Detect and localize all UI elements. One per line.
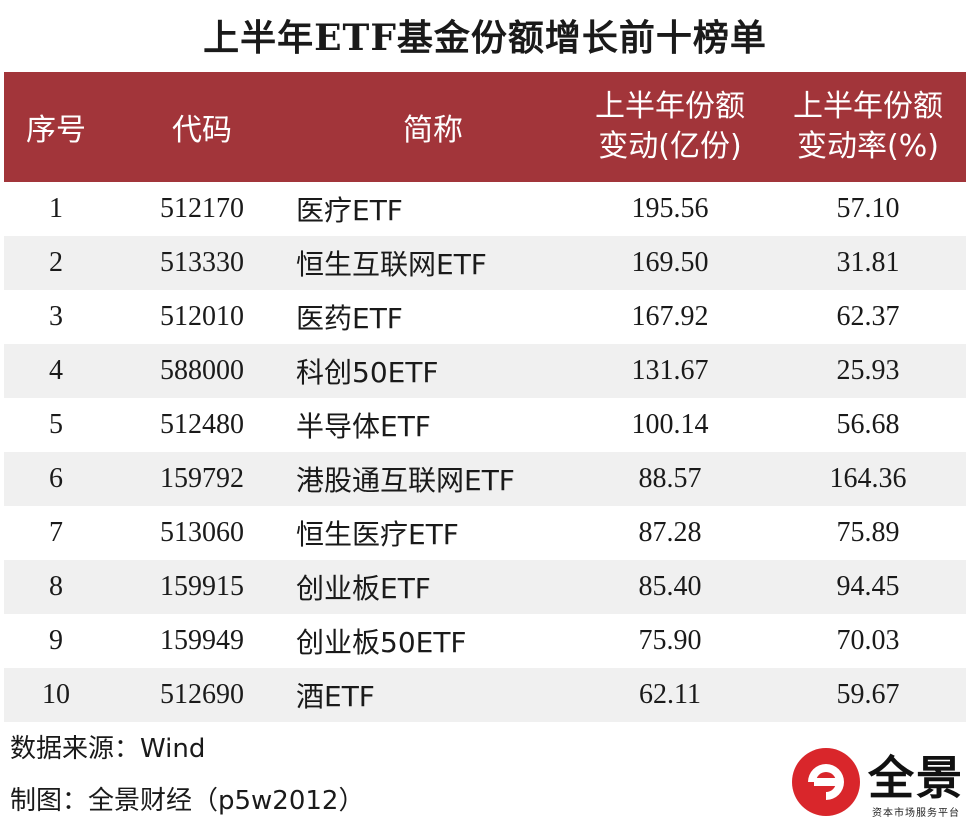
- header-name: 简称: [403, 113, 463, 148]
- header-change-rate: 上半年份额 变动率(%): [770, 87, 966, 167]
- data-source: 数据来源：Wind: [10, 734, 206, 764]
- cell-rank: 3: [49, 301, 63, 332]
- cell-rank: 2: [49, 247, 63, 278]
- cell-rank: 6: [49, 463, 63, 494]
- table-row: 3 512010 医药ETF 167.92 62.37: [4, 290, 966, 344]
- cell-share-change: 169.50: [631, 247, 709, 278]
- cell-rank: 10: [42, 679, 70, 710]
- cell-code: 512170: [160, 193, 244, 224]
- chart-credit: 制图：全景财经（p5w2012）: [10, 786, 365, 816]
- cell-share-change: 85.40: [638, 571, 702, 602]
- cell-share-change: 88.57: [638, 463, 702, 494]
- cell-name: 恒生医疗ETF: [296, 518, 459, 551]
- cell-code: 159915: [160, 571, 244, 602]
- header-rank: 序号: [26, 113, 86, 148]
- cell-share-change: 131.67: [631, 355, 709, 386]
- table-row: 9 159949 创业板50ETF 75.90 70.03: [4, 614, 966, 668]
- logo-tagline: 资本市场服务平台: [872, 808, 960, 819]
- table-body: 1 512170 医疗ETF 195.56 57.10 2 513330 恒生互联网ETF 16…: [4, 182, 966, 722]
- cell-change-rate: 94.45: [836, 571, 900, 602]
- cell-share-change: 75.90: [638, 625, 702, 656]
- table-row: 4 588000 科创50ETF 131.67 25.93: [4, 344, 966, 398]
- cell-rank: 4: [49, 355, 63, 386]
- table-row: 6 159792 港股通互联网ETF 88.57 164.36: [4, 452, 966, 506]
- cell-code: 159949: [160, 625, 244, 656]
- table-row: 1 512170 医疗ETF 195.56 57.10: [4, 182, 966, 236]
- header-change-rate-line2: 变动率(%): [797, 129, 939, 164]
- cell-rank: 9: [49, 625, 63, 656]
- cell-change-rate: 59.67: [836, 679, 900, 710]
- header-share-change: 上半年份额 变动(亿份): [570, 87, 770, 167]
- cell-code: 588000: [160, 355, 244, 386]
- header-share-change-line2: 变动(亿份): [598, 129, 742, 164]
- cell-name: 医疗ETF: [296, 194, 403, 227]
- cell-share-change: 100.14: [631, 409, 709, 440]
- cell-code: 512480: [160, 409, 244, 440]
- header-code: 代码: [172, 113, 232, 148]
- quanjing-logo: 全景 资本市场服务平台: [788, 740, 968, 830]
- cell-name: 半导体ETF: [296, 410, 431, 443]
- cell-change-rate: 75.89: [836, 517, 900, 548]
- table-row: 7 513060 恒生医疗ETF 87.28 75.89: [4, 506, 966, 560]
- cell-share-change: 167.92: [631, 301, 709, 332]
- cell-rank: 5: [49, 409, 63, 440]
- cell-code: 159792: [160, 463, 244, 494]
- cell-share-change: 195.56: [631, 193, 709, 224]
- cell-code: 513060: [160, 517, 244, 548]
- cell-code: 512690: [160, 679, 244, 710]
- table-row: 10 512690 酒ETF 62.11 59.67: [4, 668, 966, 722]
- cell-change-rate: 25.93: [836, 355, 900, 386]
- cell-rank: 7: [49, 517, 63, 548]
- table-row: 5 512480 半导体ETF 100.14 56.68: [4, 398, 966, 452]
- table-header: 序号 代码 简称 上半年份额 变动(亿份) 上半年份额 变动率(%): [4, 72, 966, 182]
- etf-ranking-table: 序号 代码 简称 上半年份额 变动(亿份) 上半年份额 变动率(%) 1 5121…: [4, 72, 966, 722]
- table-row: 2 513330 恒生互联网ETF 169.50 31.81: [4, 236, 966, 290]
- cell-rank: 8: [49, 571, 63, 602]
- cell-name: 港股通互联网ETF: [296, 464, 515, 497]
- cell-name: 酒ETF: [296, 680, 375, 713]
- cell-share-change: 62.11: [639, 679, 701, 710]
- cell-name: 创业板ETF: [296, 572, 431, 605]
- cell-change-rate: 62.37: [836, 301, 900, 332]
- cell-change-rate: 70.03: [836, 625, 900, 656]
- cell-rank: 1: [49, 193, 63, 224]
- cell-change-rate: 164.36: [829, 463, 907, 494]
- cell-change-rate: 56.68: [836, 409, 900, 440]
- cell-name: 医药ETF: [296, 302, 403, 335]
- quanjing-e-logo-icon: [792, 748, 860, 816]
- cell-code: 512010: [160, 301, 244, 332]
- cell-code: 513330: [160, 247, 244, 278]
- logo-name: 全景: [868, 751, 964, 805]
- header-share-change-line1: 上半年份额: [595, 89, 745, 124]
- header-change-rate-line1: 上半年份额: [793, 89, 943, 124]
- cell-share-change: 87.28: [638, 517, 702, 548]
- cell-change-rate: 57.10: [836, 193, 900, 224]
- cell-name: 创业板50ETF: [296, 626, 467, 659]
- cell-name: 科创50ETF: [296, 356, 439, 389]
- cell-name: 恒生互联网ETF: [296, 248, 487, 281]
- cell-change-rate: 31.81: [836, 247, 900, 278]
- page-title: 上半年ETF基金份额增长前十榜单: [203, 17, 767, 59]
- table-row: 8 159915 创业板ETF 85.40 94.45: [4, 560, 966, 614]
